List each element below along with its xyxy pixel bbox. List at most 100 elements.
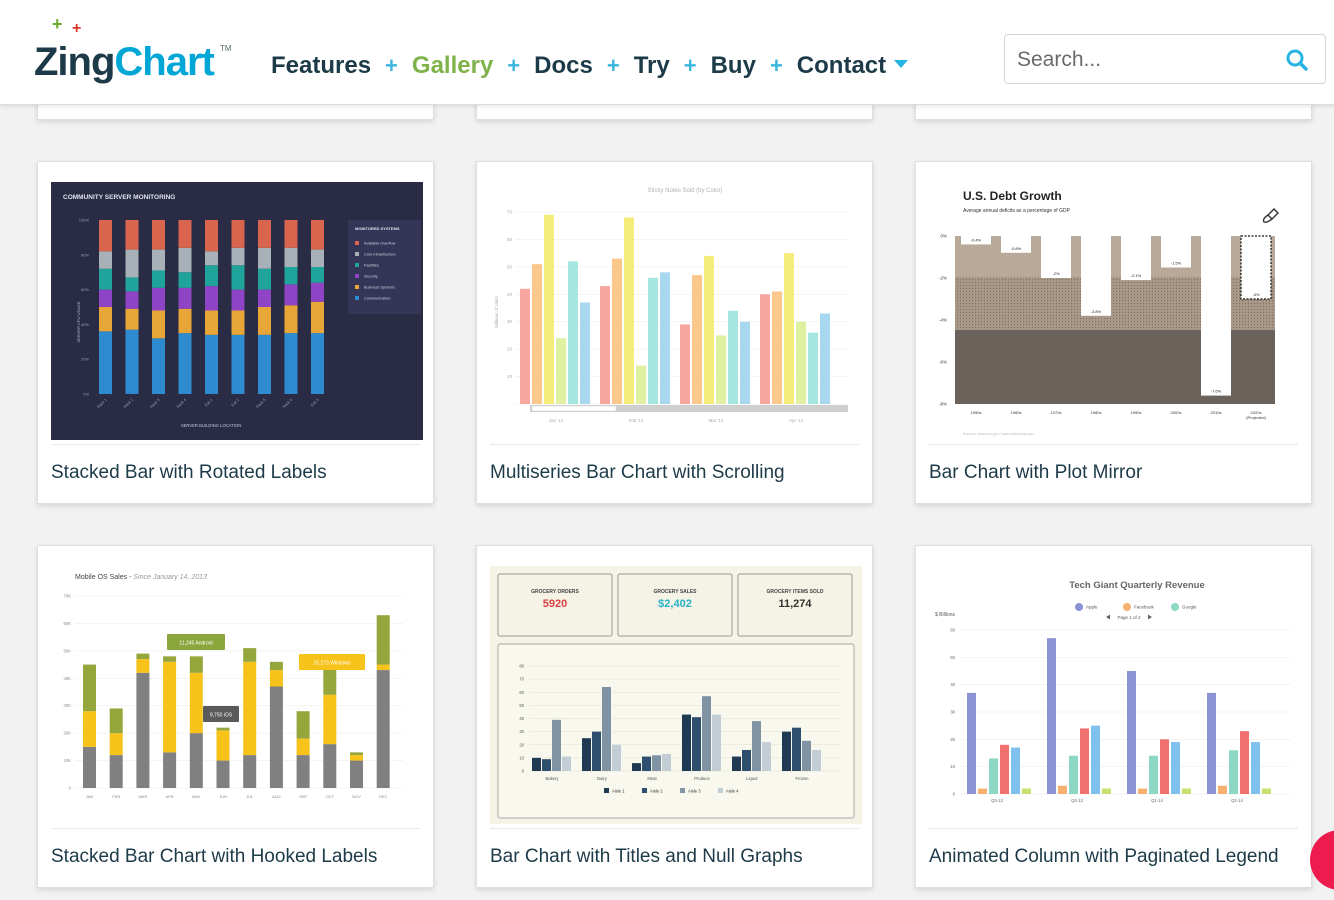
bar (728, 310, 738, 404)
y-tick-label: 50 (507, 264, 513, 269)
stacked-bar-segment (231, 220, 245, 248)
legend-item: Google (1182, 605, 1197, 610)
chart-thumbnail-mobile-os: Mobile OS Sales - Since January 14, 2013… (64, 574, 403, 799)
x-tick-label: 1950s (971, 410, 982, 415)
bar (624, 217, 634, 404)
chart-title: Mobile OS Sales - Since January 14, 2013 (75, 574, 207, 581)
card-title[interactable]: Animated Column with Paginated Legend (929, 846, 1279, 867)
chart-legend (348, 220, 421, 314)
bar-segment (216, 760, 230, 788)
floating-action-button[interactable] (1310, 830, 1334, 890)
stacked-bar-segment (125, 249, 139, 278)
bar (742, 750, 751, 771)
data-label: -2% (1052, 271, 1060, 276)
x-tick-label: Liquor (746, 776, 758, 781)
x-tick-label: Frozen (795, 776, 809, 781)
stacked-bar-segment (258, 307, 271, 335)
bar-segment (296, 755, 310, 788)
bar-segment (136, 659, 150, 673)
hook-label-box (299, 654, 365, 670)
nav-try[interactable]: Try (633, 52, 670, 79)
bar (1229, 750, 1238, 794)
gallery-card[interactable]: Tech Giant Quarterly Revenue Apple Facebo… (915, 545, 1312, 888)
bar-segment (189, 733, 203, 788)
chevron-down-icon[interactable] (894, 60, 909, 68)
bar-segment (189, 672, 203, 734)
stacked-bar-segment (311, 266, 324, 283)
y-tick-label: -8% (939, 402, 947, 407)
nav-features[interactable]: Features (271, 52, 372, 79)
bar (1001, 236, 1031, 253)
bar (1127, 671, 1136, 794)
legend-marker (355, 263, 359, 267)
search-input[interactable] (1015, 43, 1279, 77)
bar-segment (350, 760, 363, 788)
stacked-bar-segment (178, 247, 192, 273)
stacked-bar-segment (205, 220, 218, 252)
y-tick-label: 70K (64, 594, 72, 599)
bar (961, 236, 991, 245)
bar (792, 727, 801, 771)
stacked-bar-segment (125, 277, 139, 292)
bar-segment (243, 648, 257, 662)
bar-segment (109, 733, 123, 756)
bar (702, 696, 711, 771)
scrollbar-track[interactable] (530, 405, 848, 412)
stacked-bar-segment (152, 338, 165, 394)
gallery-card[interactable]: Sticky Notes Sold (by Color) Millions of… (476, 161, 873, 504)
pager-label: Page 1 of 2 (1117, 615, 1141, 620)
stacked-bar-segment (99, 307, 112, 332)
scrollbar-thumb[interactable] (531, 405, 617, 412)
hook-label-text: 15,273 Windows (314, 661, 351, 667)
y-tick-label: 80 (519, 664, 524, 669)
bar (1022, 788, 1031, 794)
pager-next-icon[interactable] (1148, 614, 1152, 620)
card-divider (490, 828, 859, 829)
bar-segment (163, 656, 177, 662)
y-tick-label: 30 (507, 319, 513, 324)
pager-prev-icon[interactable] (1106, 614, 1110, 620)
chart-title: COMMUNITY SERVER MONITORING (63, 194, 175, 201)
nav-docs[interactable]: Docs (534, 52, 593, 79)
brush-icon[interactable] (1262, 208, 1279, 223)
card-title[interactable]: Bar Chart with Titles and Null Graphs (490, 846, 803, 867)
stat-label: GROCERY ORDERS (531, 589, 579, 595)
bar (760, 294, 770, 404)
bar (636, 365, 646, 404)
bar (802, 740, 811, 771)
search-icon[interactable] (1285, 48, 1309, 72)
nav-contact[interactable]: Contact (796, 52, 887, 79)
nav-buy[interactable]: Buy (710, 52, 756, 79)
bar (544, 214, 554, 404)
legend-item: Security (364, 275, 378, 279)
y-tick-label: 40 (950, 682, 955, 687)
data-label: -1.5% (1171, 261, 1182, 266)
card-title[interactable]: Stacked Bar Chart with Hooked Labels (51, 846, 378, 867)
card-title[interactable]: Stacked Bar with Rotated Labels (51, 462, 327, 483)
x-tick-label: Q3-13 (991, 798, 1003, 803)
x-tick-label: Mar '14 (709, 418, 724, 423)
stacked-bar-segment (99, 289, 112, 307)
card-title[interactable]: Multiseries Bar Chart with Scrolling (490, 462, 785, 483)
gallery-card[interactable]: GROCERY ORDERS 5920 GROCERY SALES $2,402 GRO… (476, 545, 873, 888)
zingchart-logo[interactable]: + + ZingChart TM (34, 14, 234, 84)
gallery-card[interactable]: Mobile OS Sales - Since January 14, 2013… (37, 545, 434, 888)
nav-gallery[interactable]: Gallery (411, 52, 494, 79)
card-divider (490, 444, 859, 445)
y-tick-label: 100% (79, 218, 90, 223)
bar-segment (163, 661, 177, 753)
bar-segment (350, 752, 363, 756)
chart-thumbnail-debt-growth: U.S. Debt Growth Average annual deficits… (939, 189, 1279, 436)
gallery-card[interactable]: U.S. Debt Growth Average annual deficits… (915, 161, 1312, 504)
card-title[interactable]: Bar Chart with Plot Mirror (929, 462, 1143, 483)
bar (820, 313, 830, 404)
bar-segment (376, 615, 390, 665)
x-tick-label: Rack 5 (256, 398, 267, 409)
bar (1182, 788, 1191, 794)
gallery-card[interactable]: COMMUNITY SERVER MONITORING SERVER CPU U… (37, 161, 434, 504)
x-tick-label: Q1-14 (1151, 798, 1163, 803)
chart-source: Sources: www.cbo.gov / www.whitehouse.go… (963, 432, 1034, 436)
y-tick-label: 40 (507, 292, 513, 297)
legend-pager[interactable]: Page 1 of 2 (1106, 614, 1152, 621)
y-tick-label: 10 (507, 374, 513, 379)
